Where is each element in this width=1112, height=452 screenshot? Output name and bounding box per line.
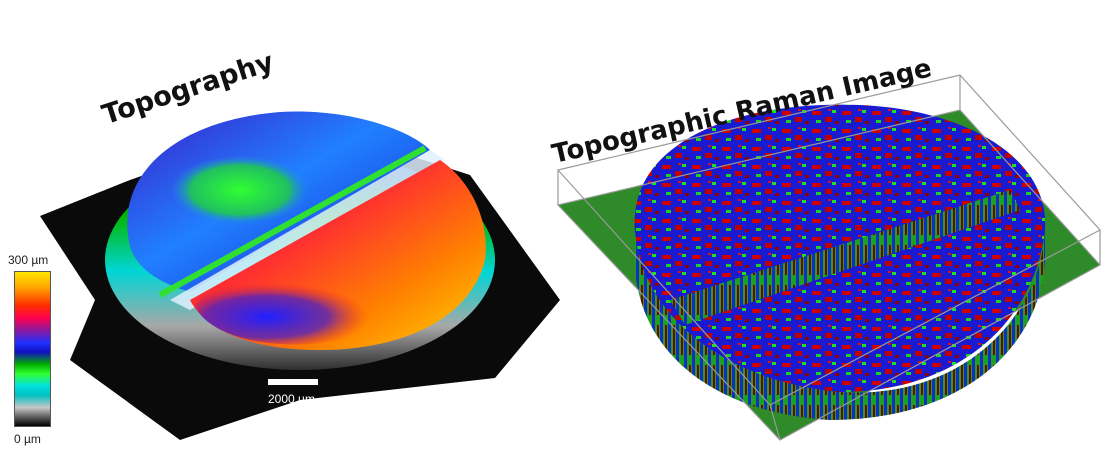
- blue-band: [195, 275, 400, 345]
- scale-bar-label: 2000 µm: [268, 392, 315, 406]
- colorbar: [14, 271, 51, 427]
- raman-groove: [670, 190, 1020, 325]
- bounding-box: [556, 74, 1101, 441]
- groove: [170, 150, 445, 310]
- topography-panel: Topography 300 µm 0 µm 2000 µm: [8, 46, 560, 446]
- raman-render: [556, 74, 1101, 441]
- green-region: [170, 155, 310, 225]
- colorbar-min-label: 0 µm: [14, 432, 41, 446]
- scale-bar: [268, 379, 318, 385]
- raman-panel: Topographic Raman Image: [540, 0, 1112, 452]
- colorbar-max-label: 300 µm: [8, 253, 49, 267]
- topography-render: [40, 111, 560, 440]
